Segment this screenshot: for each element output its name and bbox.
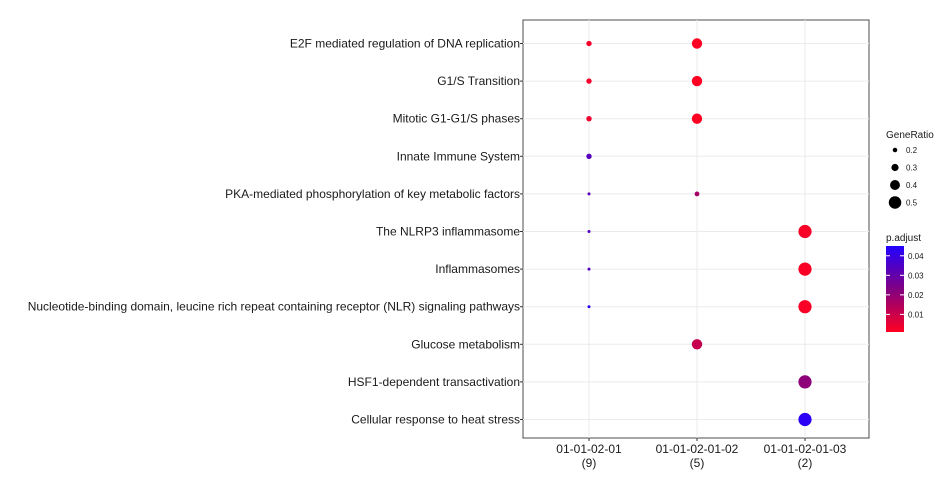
data-point bbox=[586, 78, 592, 84]
data-point bbox=[586, 40, 592, 47]
y-tick-label: Innate Immune System bbox=[397, 149, 520, 163]
grid-lines bbox=[523, 20, 869, 438]
data-point bbox=[798, 375, 812, 389]
data-point bbox=[798, 300, 812, 314]
data-point bbox=[586, 116, 592, 122]
x-tick-label: 01-01-02-01-02 bbox=[656, 442, 739, 456]
generatio-legend-label: 0.2 bbox=[906, 146, 918, 155]
data-point bbox=[587, 305, 591, 309]
x-tick-count-label: (9) bbox=[582, 456, 597, 470]
y-tick-label: The NLRP3 inflammasome bbox=[376, 225, 520, 239]
data-point bbox=[798, 224, 812, 239]
y-tick-label: Mitotic G1-G1/S phases bbox=[393, 112, 520, 126]
data-points bbox=[586, 38, 812, 427]
y-tick-label: Inflammasomes bbox=[435, 262, 520, 276]
generatio-legend-dot bbox=[888, 196, 902, 209]
x-tick-count-label: (5) bbox=[690, 456, 705, 470]
y-tick-label: HSF1-dependent transactivation bbox=[348, 375, 520, 389]
y-tick-label: E2F mediated regulation of DNA replicati… bbox=[290, 37, 520, 51]
x-axis-labels: 01-01-02-01(9) 01-01-02-01-02(5) 01-01-02-… bbox=[556, 438, 847, 470]
data-point bbox=[798, 412, 812, 427]
x-tick-label: 01-01-02-01 bbox=[556, 442, 622, 456]
p-adjust-tick-label: 0.03 bbox=[908, 271, 924, 280]
p-adjust-tick-label: 0.02 bbox=[908, 291, 924, 300]
y-tick-label: Nucleotide-binding domain, leucine rich … bbox=[28, 300, 520, 314]
data-point bbox=[586, 153, 592, 159]
generatio-legend-dot bbox=[890, 180, 900, 190]
x-tick-count-label: (2) bbox=[798, 456, 813, 470]
data-point bbox=[694, 191, 700, 197]
generatio-legend-label: 0.4 bbox=[906, 181, 918, 190]
generatio-legend-title: GeneRatio bbox=[886, 130, 934, 141]
y-tick-label: Cellular response to heat stress bbox=[351, 413, 520, 427]
plot-panel bbox=[522, 19, 870, 439]
y-tick-label: Glucose metabolism bbox=[411, 337, 520, 351]
y-tick-label: PKA-mediated phosphorylation of key meta… bbox=[225, 187, 520, 201]
p-adjust-tick-label: 0.04 bbox=[908, 252, 924, 261]
y-axis-labels: E2F mediated regulation of DNA replicati… bbox=[28, 37, 523, 427]
data-point bbox=[691, 75, 703, 87]
p-adjust-colorbar bbox=[886, 246, 904, 332]
generatio-legend: GeneRatio 0.2 0.3 0.4 0.5 bbox=[886, 130, 934, 209]
data-point bbox=[691, 38, 703, 49]
p-adjust-tick-label: 0.01 bbox=[908, 310, 924, 319]
generatio-legend-label: 0.3 bbox=[906, 164, 918, 173]
data-point bbox=[587, 230, 591, 233]
data-point bbox=[587, 192, 591, 196]
data-point bbox=[798, 262, 812, 276]
y-tick-label: G1/S Transition bbox=[437, 74, 520, 88]
data-point bbox=[587, 267, 591, 271]
p-adjust-legend: p.adjust 0.01 0.02 0.03 0.04 bbox=[886, 233, 924, 332]
generatio-legend-dot bbox=[892, 147, 898, 153]
data-point bbox=[691, 339, 703, 350]
p-adjust-legend-title: p.adjust bbox=[886, 233, 921, 244]
generatio-legend-label: 0.5 bbox=[906, 199, 918, 208]
generatio-legend-dot bbox=[891, 163, 899, 172]
data-point bbox=[691, 113, 703, 124]
x-tick-label: 01-01-02-01-03 bbox=[764, 442, 847, 456]
